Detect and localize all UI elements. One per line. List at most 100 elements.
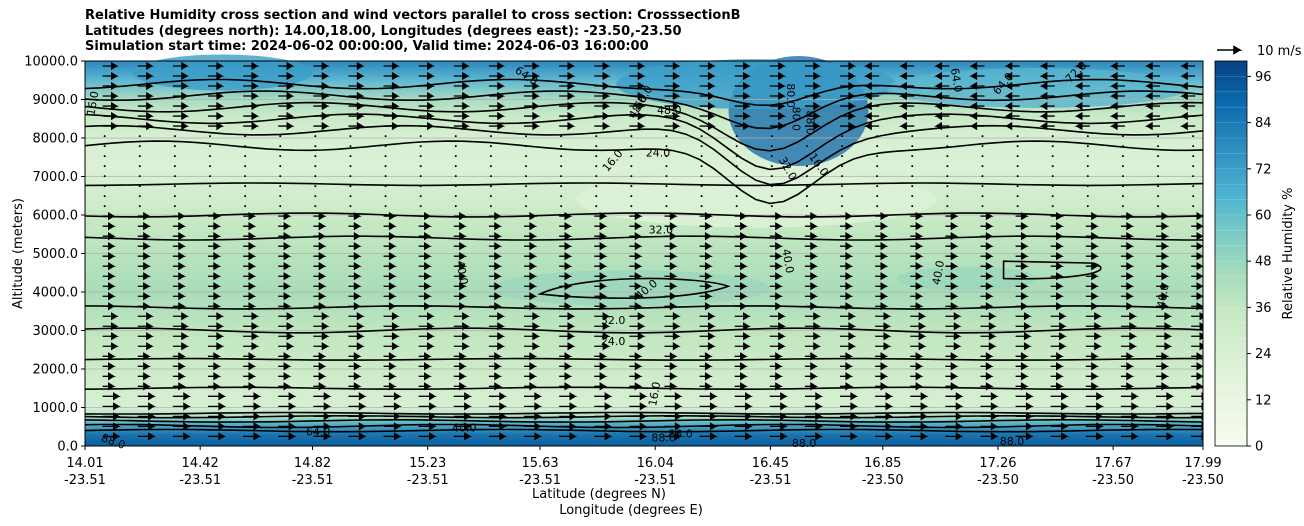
wind-vector-690 — [734, 222, 749, 231]
wind-vector-470 — [875, 292, 889, 301]
contour-label-0: 16.0 — [84, 90, 101, 116]
wind-vector-777 — [419, 195, 422, 198]
wind-vector-253 — [1120, 362, 1135, 371]
wind-vector-790 — [876, 195, 879, 198]
wind-vector-383 — [1191, 322, 1203, 331]
wind-vector-342 — [875, 332, 892, 341]
wind-vector-827 — [1051, 185, 1054, 188]
wind-vector-74 — [453, 412, 473, 421]
wind-vector-979 — [770, 135, 773, 138]
wind-vector-1044 — [804, 111, 822, 121]
wind-vector-510 — [1156, 282, 1170, 291]
wind-vector-857 — [981, 175, 984, 178]
wind-vector-713 — [418, 212, 433, 221]
wind-vector-96 — [102, 402, 122, 411]
wind-vector-541 — [1120, 272, 1135, 281]
wind-vector-509 — [1120, 282, 1135, 291]
x-tick-lon-9: -23.50 — [1092, 473, 1134, 488]
wind-vector-133 — [278, 392, 297, 401]
wind-vector-116 — [804, 402, 824, 411]
wind-vector-556 — [524, 262, 538, 271]
wind-vector-107 — [488, 402, 508, 411]
wind-vector-360 — [383, 322, 400, 331]
wind-vector-971 — [489, 135, 492, 138]
wind-vector-175 — [629, 382, 643, 391]
wind-vector-575 — [1191, 262, 1203, 271]
wind-vector-185 — [980, 382, 994, 391]
wind-vector-937 — [419, 145, 422, 148]
wind-vector-545 — [137, 262, 152, 271]
wind-vector-1147 — [1039, 81, 1055, 91]
wind-vector-1188 — [243, 61, 260, 71]
rh-blob-1 — [616, 59, 897, 110]
wind-vector-1133 — [559, 81, 576, 91]
wind-vector-465 — [699, 292, 713, 301]
wind-vector-306 — [734, 342, 752, 351]
wind-vector-695 — [910, 222, 924, 231]
wind-vector-221 — [1120, 372, 1135, 381]
wind-vector-935 — [349, 145, 352, 148]
wind-vector-189 — [1120, 382, 1135, 391]
wind-vector-720 — [664, 212, 678, 221]
wind-vector-1051 — [1039, 111, 1055, 121]
wind-vector-974 — [595, 135, 598, 138]
wind-vector-785 — [700, 195, 703, 198]
wind-vector-1007 — [629, 121, 646, 131]
wind-vector-630 — [875, 242, 889, 251]
contour-upper-5 — [85, 78, 1203, 107]
wind-vector-81 — [699, 412, 718, 421]
wind-vector-137 — [418, 392, 438, 401]
contour-upper-3 — [85, 101, 1203, 152]
wind-vector-1053 — [1109, 111, 1125, 121]
wind-vector-273 — [699, 352, 713, 361]
wind-vector-86 — [875, 412, 894, 421]
wind-vector-628 — [804, 242, 819, 251]
wind-vector-1079 — [898, 101, 915, 111]
wind-vector-1082 — [1004, 101, 1020, 111]
wind-vector-295 — [348, 342, 365, 351]
wind-vector-604 — [1085, 252, 1100, 261]
wind-vector-1192 — [383, 61, 400, 71]
wind-vector-486 — [313, 282, 327, 291]
wind-vector-887 — [911, 165, 914, 168]
cb-tick-label-4: 48 — [1255, 255, 1272, 270]
wind-vector-426 — [453, 302, 468, 311]
wind-vector-883 — [770, 165, 773, 168]
wind-vector-794 — [1016, 195, 1019, 198]
wind-vector-871 — [349, 165, 352, 168]
wind-vector-1150 — [1144, 81, 1161, 91]
wind-vector-458 — [453, 292, 468, 301]
wind-vector-49 — [699, 422, 718, 431]
wind-vector-698 — [1015, 222, 1029, 231]
wind-vector-957 — [1121, 145, 1124, 148]
wind-vector-352 — [102, 322, 120, 331]
wind-vector-1202 — [734, 61, 752, 71]
wind-vector-31 — [1191, 432, 1203, 441]
wind-vector-572 — [1085, 262, 1100, 271]
wind-vector-527 — [629, 272, 643, 281]
wind-vector-1038 — [594, 111, 611, 121]
x-axis-label-lon: Longitude (degrees E) — [559, 503, 703, 518]
wind-vector-968 — [384, 135, 387, 138]
wind-vector-195 — [208, 372, 222, 381]
wind-vector-400 — [664, 312, 681, 321]
wind-vector-462 — [594, 292, 608, 301]
wind-vector-202 — [453, 372, 468, 381]
wind-vector-1183 — [1179, 71, 1196, 81]
wind-vector-68 — [243, 412, 262, 421]
wind-vector-446 — [1156, 302, 1170, 311]
contour-label-22: 24.0 — [601, 335, 626, 348]
wind-vector-799 — [1192, 195, 1195, 198]
wind-vector-619 — [488, 242, 503, 251]
wind-vector-300 — [524, 342, 541, 351]
wind-vector-287 — [1191, 352, 1203, 361]
wind-vector-902 — [314, 155, 317, 158]
wind-vector-742 — [314, 205, 317, 208]
y-tick-label-2: 2000.0 — [33, 363, 79, 378]
wind-vector-687 — [629, 222, 643, 231]
wind-vector-299 — [488, 342, 506, 351]
wind-vector-837 — [279, 175, 282, 178]
wind-vector-1015 — [898, 121, 915, 131]
wind-vector-1215 — [1179, 61, 1196, 71]
wind-vector-216 — [945, 372, 959, 381]
